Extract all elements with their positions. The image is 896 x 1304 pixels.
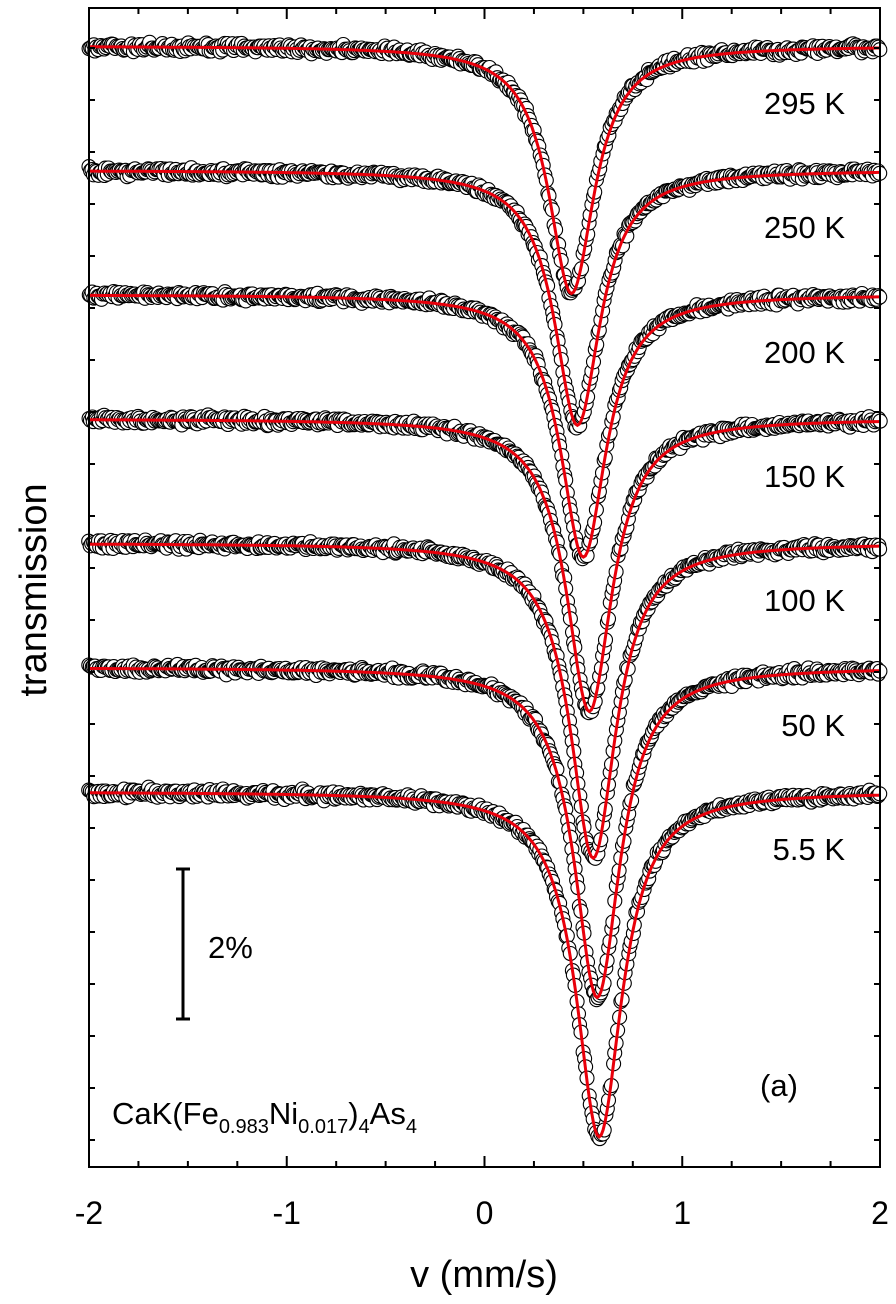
fit-line (88, 542, 880, 861)
spectrum-4 (81, 532, 888, 866)
temp-label: 100 K (764, 583, 845, 618)
panel-label: (a) (760, 1068, 798, 1103)
axis-ticks (88, 8, 881, 1167)
temp-label: 50 K (781, 708, 845, 743)
spectra-group (81, 34, 888, 1147)
x-tick-label: 0 (476, 1195, 494, 1231)
x-axis-title: v (mm/s) (410, 1254, 558, 1296)
x-tick-labels: -2 -1 0 1 2 (75, 1195, 889, 1231)
formula-as: As (370, 1096, 406, 1131)
formula-base: CaK(Fe (112, 1096, 219, 1131)
spectrum-3 (81, 407, 888, 721)
spectrum-6 (81, 779, 888, 1147)
scale-bar: 2% (176, 867, 253, 1021)
compound-formula: CaK(Fe0.983Ni0.017)4As4 (112, 1096, 417, 1138)
fit-line (89, 45, 880, 296)
temp-label: 5.5 K (773, 832, 846, 867)
temp-label: 250 K (764, 210, 845, 245)
formula-close: ) (348, 1096, 358, 1131)
spectrum-0 (81, 34, 888, 301)
fit-line (89, 791, 881, 1139)
formula-sub-fe: 0.983 (219, 1116, 269, 1138)
x-tick-label: 2 (871, 1195, 889, 1231)
fit-line (89, 418, 881, 714)
formula-sub-4b: 4 (406, 1116, 417, 1138)
temp-label: 200 K (764, 335, 845, 370)
fit-line (89, 293, 880, 559)
scale-bar-label: 2% (208, 930, 253, 965)
temperature-labels: 295 K 250 K 200 K 150 K 100 K 50 K 5.5 K (764, 86, 845, 867)
temp-label: 295 K (764, 86, 845, 121)
formula-sub-ni: 0.017 (298, 1116, 348, 1138)
fit-line (89, 169, 880, 428)
spectrum-1 (81, 159, 888, 436)
spectrum-2 (81, 283, 888, 567)
formula-sub-4a: 4 (359, 1116, 370, 1138)
x-tick-label: -1 (273, 1195, 301, 1231)
formula-ni: Ni (269, 1096, 298, 1131)
x-tick-label: 1 (673, 1195, 691, 1231)
temp-label: 150 K (764, 459, 845, 494)
x-tick-label: -2 (75, 1195, 103, 1231)
fit-line (89, 667, 881, 1000)
y-axis-title: transmission (13, 483, 55, 696)
spectrum-5 (81, 656, 888, 1008)
